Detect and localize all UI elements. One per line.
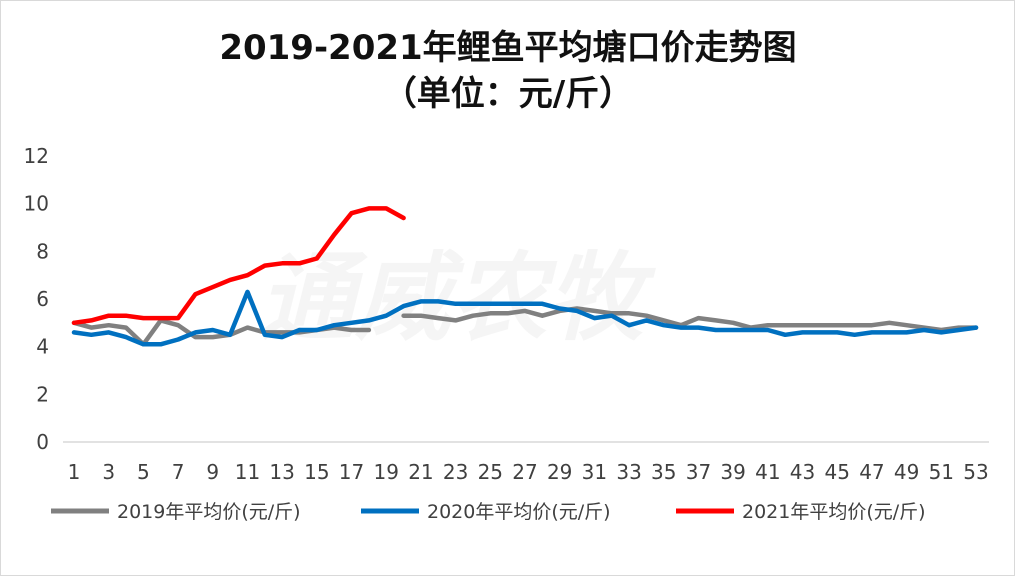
x-tick-label: 49 [894,460,919,484]
x-tick-label: 33 [616,460,641,484]
y-tick-label: 12 [24,144,49,168]
x-tick-label: 1 [68,460,81,484]
legend-label-1: 2019年平均价(元/斤) [117,501,301,523]
series-lines [71,206,979,347]
x-tick-label: 19 [374,460,399,484]
x-tick-label: 7 [172,460,185,484]
x-tick-label: 29 [547,460,572,484]
y-tick-label: 2 [36,382,49,406]
x-tick-label: 11 [235,460,260,484]
x-tick-label: 3 [102,460,115,484]
y-tick-label: 8 [36,239,49,263]
y-tick-label: 10 [24,192,49,216]
y-tick-label: 4 [36,335,49,359]
x-axis-ticks: 1 3 5 7 9 11 13 15 17 19 21 23 25 27 29 31 33 35 37 39 41 43 4… [68,460,989,484]
x-tick-label: 5 [137,460,150,484]
x-tick-label: 45 [825,460,850,484]
x-tick-label: 41 [755,460,780,484]
x-tick-label: 35 [651,460,676,484]
x-tick-label: 13 [269,460,294,484]
x-tick-label: 47 [859,460,884,484]
chart-subtitle: （单位：元/斤） [383,74,633,114]
legend-label-2: 2020年平均价(元/斤) [427,501,611,523]
x-tick-label: 27 [512,460,537,484]
x-tick-label: 53 [963,460,988,484]
y-axis-ticks: 0 2 4 6 8 10 12 [24,144,49,454]
x-tick-label: 23 [443,460,468,484]
x-tick-label: 25 [478,460,503,484]
x-tick-label: 39 [720,460,745,484]
x-tick-label: 31 [582,460,607,484]
x-tick-label: 43 [790,460,815,484]
x-tick-label: 9 [206,460,219,484]
series-line-2 [71,289,979,347]
x-tick-label: 17 [339,460,364,484]
x-tick-label: 51 [929,460,954,484]
legend-label-3: 2021年平均价(元/斤) [742,501,926,523]
x-tick-label: 15 [304,460,329,484]
y-tick-label: 0 [36,430,49,454]
x-tick-label: 21 [408,460,433,484]
x-tick-label: 37 [686,460,711,484]
y-tick-label: 6 [36,287,49,311]
chart-title: 2019-2021年鲤鱼平均塘口价走势图 [219,28,796,68]
series-line-3 [71,206,406,326]
legend: 2019年平均价(元/斤) 2020年平均价(元/斤) 2021年平均价(元/斤) [51,501,926,523]
